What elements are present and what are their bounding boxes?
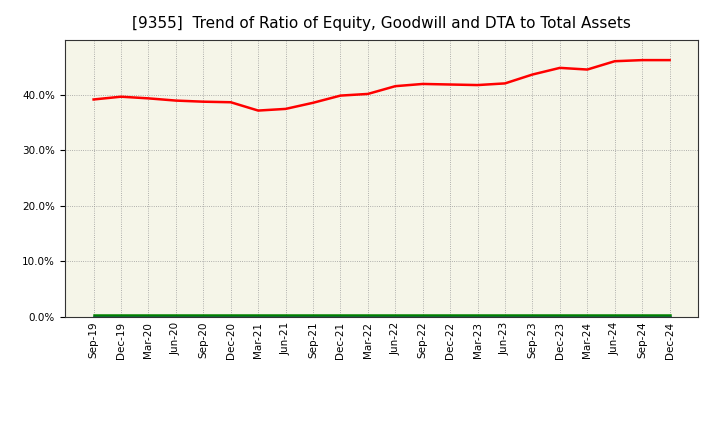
Goodwill [583,314,592,319]
Deferred Tax Assets [500,312,509,317]
Deferred Tax Assets [391,312,400,317]
Goodwill [418,314,427,319]
Goodwill [364,314,372,319]
Goodwill [199,314,207,319]
Equity [446,82,454,87]
Equity [473,82,482,88]
Deferred Tax Assets [254,312,263,317]
Equity [638,58,647,63]
Goodwill [528,314,537,319]
Equity [418,81,427,87]
Deferred Tax Assets [199,312,207,317]
Goodwill [638,314,647,319]
Equity [254,108,263,113]
Line: Equity: Equity [94,60,670,110]
Equity [500,81,509,86]
Equity [144,96,153,101]
Equity [528,72,537,77]
Equity [89,97,98,102]
Equity [199,99,207,104]
Equity [309,100,318,106]
Goodwill [500,314,509,319]
Goodwill [309,314,318,319]
Goodwill [446,314,454,319]
Deferred Tax Assets [611,312,619,317]
Equity [282,106,290,111]
Deferred Tax Assets [528,312,537,317]
Goodwill [254,314,263,319]
Goodwill [611,314,619,319]
Deferred Tax Assets [473,312,482,317]
Deferred Tax Assets [638,312,647,317]
Equity [391,84,400,89]
Equity [611,59,619,64]
Goodwill [282,314,290,319]
Deferred Tax Assets [171,312,180,317]
Goodwill [336,314,345,319]
Goodwill [665,314,674,319]
Deferred Tax Assets [309,312,318,317]
Deferred Tax Assets [583,312,592,317]
Equity [226,99,235,105]
Equity [556,65,564,70]
Equity [665,58,674,63]
Deferred Tax Assets [665,312,674,317]
Equity [117,94,125,99]
Deferred Tax Assets [117,312,125,317]
Title: [9355]  Trend of Ratio of Equity, Goodwill and DTA to Total Assets: [9355] Trend of Ratio of Equity, Goodwil… [132,16,631,32]
Deferred Tax Assets [418,312,427,317]
Equity [583,67,592,72]
Equity [336,93,345,98]
Deferred Tax Assets [144,312,153,317]
Goodwill [89,314,98,319]
Goodwill [117,314,125,319]
Goodwill [144,314,153,319]
Deferred Tax Assets [336,312,345,317]
Goodwill [391,314,400,319]
Deferred Tax Assets [89,312,98,317]
Goodwill [473,314,482,319]
Deferred Tax Assets [226,312,235,317]
Goodwill [171,314,180,319]
Equity [171,98,180,103]
Equity [364,91,372,96]
Deferred Tax Assets [282,312,290,317]
Deferred Tax Assets [446,312,454,317]
Deferred Tax Assets [556,312,564,317]
Deferred Tax Assets [364,312,372,317]
Goodwill [556,314,564,319]
Goodwill [226,314,235,319]
